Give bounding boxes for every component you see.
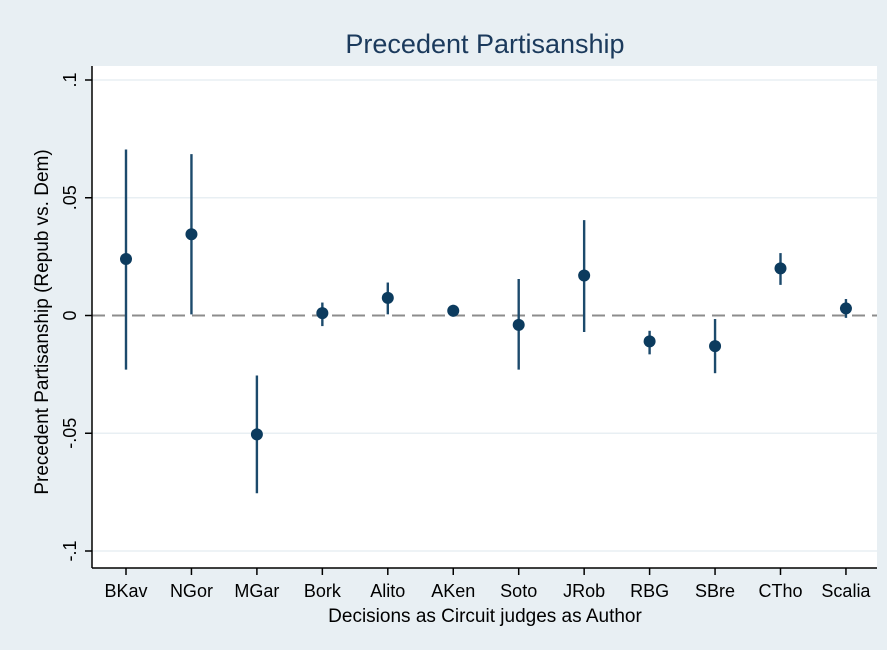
gridlines	[92, 79, 877, 552]
y-tick-label: 0	[60, 310, 80, 320]
point-soto	[512, 318, 525, 331]
plot-area	[92, 66, 877, 568]
x-tick-label-ngor: NGor	[170, 581, 213, 601]
x-tick-label-bork: Bork	[304, 581, 342, 601]
y-axis-label: Precedent Partisanship (Repub vs. Dem)	[32, 149, 53, 494]
x-tick-label-rbg: RBG	[630, 581, 669, 601]
y-tick-label: .1	[60, 72, 80, 87]
point-alito	[381, 291, 394, 304]
point-sbre	[709, 340, 722, 353]
point-rbg	[643, 335, 656, 348]
x-tick-label-soto: Soto	[500, 581, 537, 601]
x-tick-label-aken: AKen	[431, 581, 475, 601]
y-tick-label: -.05	[60, 418, 80, 449]
x-tick-label-jrob: JRob	[563, 581, 605, 601]
x-tick-label-mgar: MGar	[234, 581, 279, 601]
x-tick-label-sbre: SBre	[695, 581, 735, 601]
point-bork	[316, 307, 329, 320]
y-ticks: -.1 -.05 0 .05 .1	[60, 72, 92, 562]
x-axis-label: Decisions as Circuit judges as Author	[328, 606, 642, 627]
x-tick-label-alito: Alito	[370, 581, 405, 601]
x-tick-label-bkav: BKav	[104, 581, 147, 601]
point-aken	[447, 304, 460, 317]
x-tick-label-ctho: CTho	[758, 581, 802, 601]
y-tick-label: -.1	[60, 540, 80, 561]
x-tick-label-scalia: Scalia	[821, 581, 871, 601]
y-tick-label: .05	[60, 185, 80, 210]
point-bkav	[120, 252, 132, 265]
x-ticks: BKav NGor MGar Bork Alito AKen Soto JRob RBG SBre…	[104, 568, 871, 601]
point-jrob	[578, 269, 591, 282]
point-ctho	[774, 262, 787, 275]
point-estimates	[120, 228, 852, 441]
point-scalia	[839, 302, 852, 315]
point-ngor	[185, 228, 198, 241]
chart-title: Precedent Partisanship	[345, 29, 624, 59]
point-mgar	[250, 428, 263, 441]
